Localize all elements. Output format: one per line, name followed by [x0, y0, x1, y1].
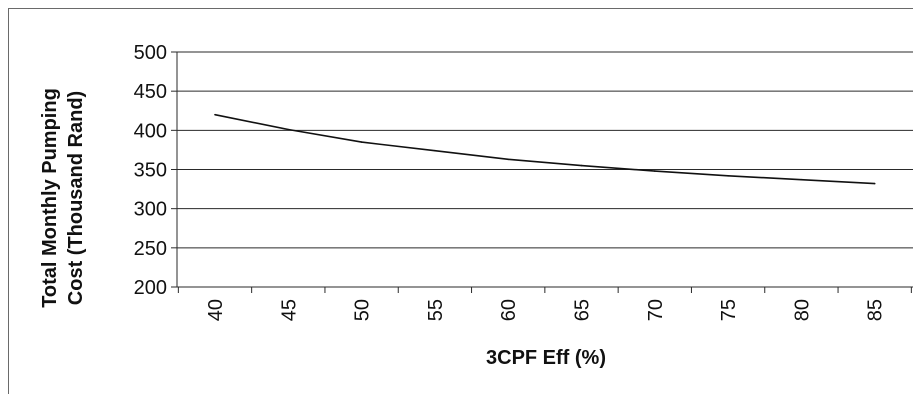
x-tick-label: 50	[352, 299, 374, 321]
data-point	[360, 141, 363, 143]
x-tick-label: 40	[205, 299, 227, 321]
y-tick-label: 400	[134, 120, 167, 142]
data-point	[434, 149, 436, 152]
x-tick-label: 65	[572, 299, 594, 321]
x-tick-label: 70	[645, 299, 667, 321]
x-tick-labels: 40 45 50 55 60 65 70 75 80 85	[205, 299, 887, 321]
data-point	[214, 113, 216, 116]
data-point	[287, 128, 290, 131]
y-tick-label: 300	[134, 199, 167, 221]
y-tick-label: 250	[134, 238, 167, 260]
y-tick-label: 450	[134, 81, 167, 103]
series	[214, 113, 876, 185]
data-point	[800, 178, 803, 181]
y-tick-label: 500	[134, 42, 167, 64]
y-tick-label: 200	[134, 277, 167, 299]
gridlines	[177, 51, 913, 249]
x-tick-label: 80	[791, 299, 813, 321]
y-tick-label: 350	[134, 160, 167, 182]
chart-frame	[8, 8, 913, 394]
axes	[171, 51, 913, 293]
x-tick-label: 75	[718, 299, 740, 321]
x-tick-label: 55	[425, 299, 447, 321]
data-point	[580, 164, 583, 167]
x-axis-title: 3CPF Eff (%)	[486, 347, 606, 369]
data-point	[727, 174, 729, 177]
y-axis-title-line2: Cost (Thousand Rand)	[65, 91, 87, 305]
data-point	[654, 170, 656, 172]
series-line-0	[214, 113, 875, 185]
data-point	[873, 182, 876, 185]
y-axis-title-line1: Total Monthly Pumping	[39, 88, 61, 308]
x-tick-label: 60	[498, 299, 520, 321]
data-point	[507, 158, 510, 161]
y-tick-labels: 500 450 400 350 300 250 200	[134, 42, 167, 299]
x-tick-label: 85	[865, 299, 887, 321]
x-tick-label: 45	[278, 299, 300, 321]
